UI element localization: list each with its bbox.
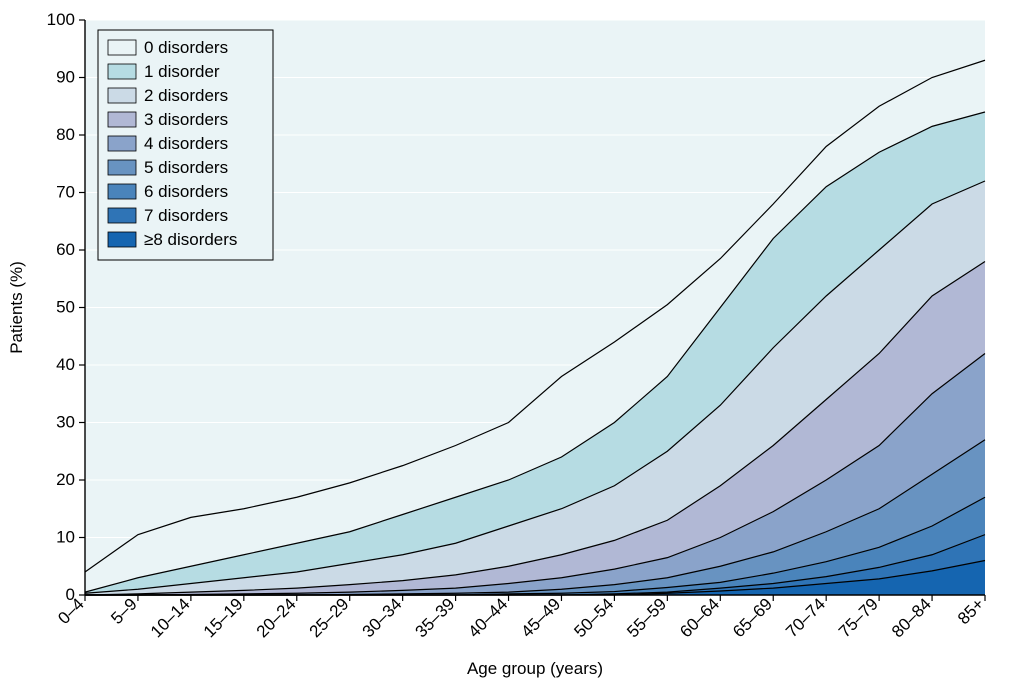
xtick-label: 85+	[954, 594, 988, 628]
disorders-by-age-chart: 01020304050607080901000–45–910–1415–1920…	[0, 0, 1023, 686]
xtick-label: 80–84	[888, 594, 935, 641]
xtick-label: 60–64	[676, 594, 723, 641]
y-axis-label: Patients (%)	[7, 261, 26, 354]
xtick-label: 65–69	[729, 594, 776, 641]
xtick-label: 70–74	[782, 594, 829, 641]
legend: 0 disorders 1 disorder 2 disorders 3 disord…	[98, 30, 273, 260]
x-axis-label: Age group (years)	[467, 659, 603, 678]
xtick-label: 5–9	[107, 594, 140, 627]
ytick-label: 40	[56, 355, 75, 374]
xtick-label: 50–54	[570, 594, 617, 641]
xtick-label: 25–29	[306, 594, 353, 641]
xtick-label: 75–79	[835, 594, 882, 641]
ytick-label: 90	[56, 68, 75, 87]
xtick-label: 55–59	[623, 594, 670, 641]
legend-label: 6 disorders	[144, 182, 228, 201]
legend-label: 2 disorders	[144, 86, 228, 105]
xtick-label: 15–19	[200, 594, 247, 641]
xtick-label: 35–39	[412, 594, 459, 641]
ytick-label: 80	[56, 125, 75, 144]
xtick-label: 20–24	[253, 594, 300, 641]
legend-label: 3 disorders	[144, 110, 228, 129]
legend-label: 1 disorder	[144, 62, 220, 81]
ytick-label: 20	[56, 470, 75, 489]
ytick-label: 60	[56, 240, 75, 259]
ytick-label: 100	[47, 10, 75, 29]
legend-label: ≥8 disorders	[144, 230, 237, 249]
ytick-label: 30	[56, 413, 75, 432]
xtick-label: 0–4	[54, 594, 87, 627]
xtick-label: 40–44	[464, 594, 511, 641]
xtick-label: 45–49	[517, 594, 564, 641]
ytick-label: 70	[56, 183, 75, 202]
xtick-label: 10–14	[147, 594, 194, 641]
xtick-label: 30–34	[359, 594, 406, 641]
legend-label: 7 disorders	[144, 206, 228, 225]
ytick-label: 50	[56, 298, 75, 317]
legend-label: 5 disorders	[144, 158, 228, 177]
ytick-label: 10	[56, 528, 75, 547]
legend-label: 0 disorders	[144, 38, 228, 57]
legend-label: 4 disorders	[144, 134, 228, 153]
